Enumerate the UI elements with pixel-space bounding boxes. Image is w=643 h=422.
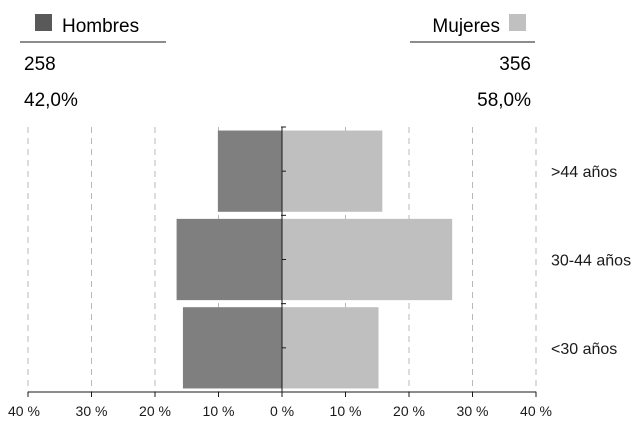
bar-hombres <box>176 218 282 301</box>
category-label: 30-44 años <box>551 253 631 270</box>
bars <box>176 130 453 389</box>
bar-hombres <box>217 130 282 212</box>
category-label: >44 años <box>551 164 617 181</box>
x-tick-label: 20 % <box>139 403 171 419</box>
x-tick-label: 40 % <box>8 403 40 419</box>
percent-mujeres: 58,0% <box>477 90 531 111</box>
bar-mujeres <box>282 218 453 301</box>
x-tick-label: 10 % <box>330 403 362 419</box>
labels: >44 años 30-44 años <30 años 40 % 30 % 20 % 10… <box>8 164 631 419</box>
bar-mujeres <box>282 307 379 389</box>
x-tick-label: 0 % <box>270 403 294 419</box>
x-tick-label: 20 % <box>393 403 425 419</box>
legend-label-mujeres: Mujeres <box>432 16 500 37</box>
legend-swatch-mujeres <box>509 14 526 31</box>
axes <box>27 126 537 397</box>
legend-label-hombres: Hombres <box>62 16 139 37</box>
category-label: <30 años <box>551 341 617 358</box>
x-tick-label: 30 % <box>457 403 489 419</box>
bar-mujeres <box>282 130 383 212</box>
bar-hombres <box>182 307 282 389</box>
count-hombres: 258 <box>24 54 56 75</box>
x-tick-label: 40 % <box>520 403 552 419</box>
x-tick-label: 30 % <box>76 403 108 419</box>
count-mujeres: 356 <box>499 54 531 75</box>
legend-swatch-hombres <box>35 14 52 31</box>
percent-hombres: 42,0% <box>24 90 78 111</box>
x-tick-label: 10 % <box>203 403 235 419</box>
